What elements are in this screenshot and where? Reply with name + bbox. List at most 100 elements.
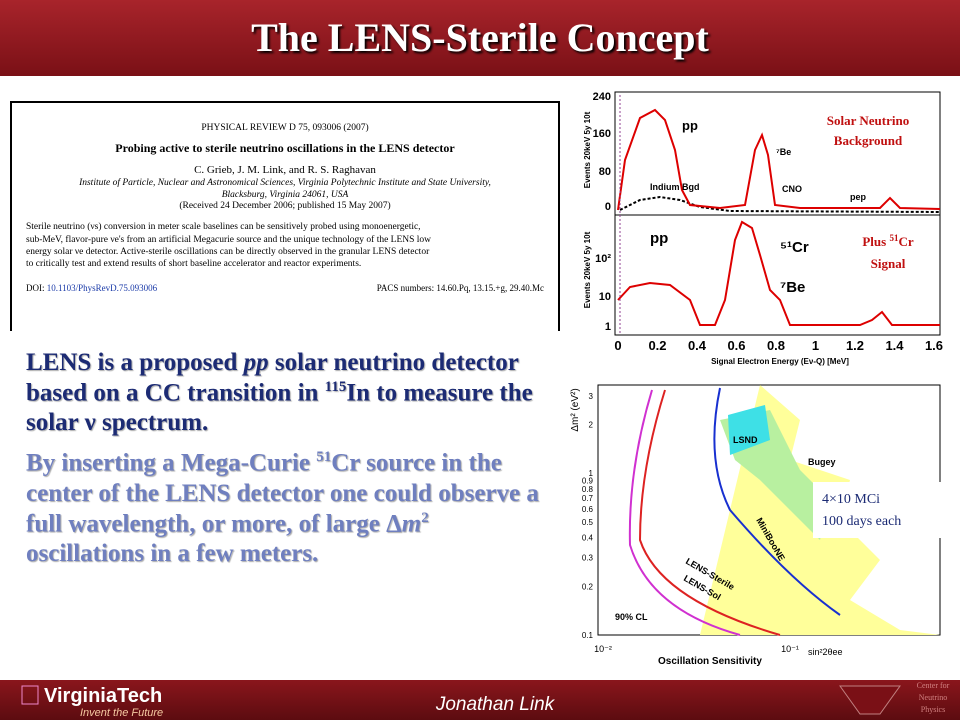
center-text: Physics <box>921 705 945 714</box>
logo-text: VirginiaTech <box>44 685 162 707</box>
lsnd-band <box>720 410 830 540</box>
y-tick-label: 0.5 <box>582 518 594 527</box>
body-text: LENS is a proposed pp solar neutrino det… <box>26 348 546 569</box>
y-tick-label: 240 <box>593 91 611 103</box>
region-label: LENS-Sterile <box>684 556 736 592</box>
received: (Received 24 December 2006; published 15… <box>179 201 391 212</box>
vt-logo <box>839 685 901 715</box>
text: oscillations in a few meters. <box>26 539 319 567</box>
abstract-line: energy solar νe detector. Active-sterile… <box>26 246 430 257</box>
peak-label: pp <box>650 230 668 247</box>
y-tick-label: 1 <box>605 321 611 333</box>
abstract-line: sub-MeV, flavor-pure νe's from an artifi… <box>26 234 432 245</box>
y-tick-label: 0.2 <box>582 582 594 591</box>
superscript: 51 <box>316 449 332 466</box>
annotation: Plus 51Cr <box>862 233 913 249</box>
peak-label: ⁵¹Cr <box>780 239 809 256</box>
y-tick-label: 0.6 <box>582 505 594 514</box>
x-tick-label: 1 <box>812 338 819 353</box>
title: The LENS-Sterile Concept <box>251 15 709 60</box>
journal: PHYSICAL REVIEW D 75, 093006 (2007) <box>201 123 369 133</box>
x-tick-label: 0.2 <box>648 338 666 353</box>
text: LENS is a proposed <box>26 349 244 376</box>
x-tick-label: 10⁻² <box>594 644 612 654</box>
y-tick-label: 1 <box>589 469 594 478</box>
lens-sterile-curve <box>638 389 781 636</box>
sensitivity-frame <box>597 384 941 636</box>
paper-excerpt: PHYSICAL REVIEW D 75, 093006 (2007) Prob… <box>10 101 560 331</box>
annotation: 4×10 MCi <box>822 492 880 507</box>
footer <box>0 680 960 720</box>
paragraph: LENS is a proposed pp solar neutrino det… <box>26 348 546 438</box>
y-tick-label: 2 <box>589 420 594 429</box>
header: The LENS-Sterile Concept <box>0 0 960 76</box>
x-tick-label: 10⁻¹ <box>781 644 799 654</box>
bgd-curve <box>619 195 941 213</box>
y-tick-label: 10 <box>599 291 611 303</box>
peak-label: pp <box>682 118 698 133</box>
affiliation: Institute of Particle, Nuclear and Astro… <box>79 177 491 188</box>
y-label: Δm² (eV²) <box>570 388 581 431</box>
superscript: 115 <box>324 379 347 395</box>
y-tick-label: 160 <box>593 128 611 140</box>
authors: C. Grieb, J. M. Link, and R. S. Raghavan <box>194 163 376 176</box>
region-label: LSND <box>733 435 758 445</box>
x-label: Signal Electron Energy (Eν-Q) [MeV] <box>711 357 849 366</box>
region-label: Bugey <box>808 457 836 467</box>
doi-row: DOI: 10.1103/PhysRevD.75.093006 PACS num… <box>26 283 544 294</box>
y-tick-label: 80 <box>599 166 611 178</box>
annotation-part: Cr <box>898 234 913 249</box>
x-tick-label: 0 <box>614 338 621 353</box>
y-tick-label: 10² <box>595 253 611 265</box>
upper-curve <box>617 108 941 211</box>
text: pp <box>243 349 269 376</box>
region-label: 90% CL <box>615 612 648 622</box>
paragraph: By inserting a Mega-Curie 51Cr source in… <box>26 448 546 569</box>
y-tick-label: 0.3 <box>582 554 594 563</box>
tagline: Invent the Future <box>80 707 163 719</box>
logo-shield <box>21 685 39 705</box>
peak-label: ⁷Be <box>776 147 791 157</box>
affiliation: Blacksburg, Virginia 24061, USA <box>221 189 349 200</box>
center-text: Neutrino <box>919 693 947 702</box>
text: solar neutrino detector based on a CC tr… <box>26 349 519 407</box>
x-tick-label: 1.2 <box>846 338 864 353</box>
x-tick-label: 0.4 <box>688 338 707 353</box>
text: In to measure the solar ν spectrum. <box>26 379 533 437</box>
annotation-part: Plus <box>862 234 889 249</box>
miniboone-curve <box>713 387 841 616</box>
spectrum-frame <box>614 91 941 336</box>
lens-sol-curve <box>628 389 741 636</box>
y-tick-label: 3 <box>589 392 594 401</box>
doi-label: DOI: <box>26 282 45 293</box>
y-tick-label: 0 <box>605 201 611 213</box>
footer-content: VirginiaTech Invent the Future Jonathan … <box>21 681 950 719</box>
y-label: Events 20keV 5y 10t <box>583 231 592 308</box>
y-tick-label: 0.4 <box>582 534 594 543</box>
note-box <box>813 482 943 538</box>
y-tick-label: 0.7 <box>582 494 594 503</box>
y-tick-label: 0.8 <box>582 485 594 494</box>
bugey-region <box>700 385 940 635</box>
abstract-line: to critically test and extend results of… <box>26 259 362 270</box>
abstract-line: Sterile neutrino (νs) conversion in mete… <box>26 222 421 233</box>
peak-label: CNO <box>782 184 802 194</box>
text: Cr source in the center of the LENS dete… <box>26 449 539 537</box>
annotation-part: 51 <box>889 233 899 243</box>
y-tick-label: 0.1 <box>582 631 594 640</box>
annotation: Background <box>834 133 903 148</box>
lsnd-region <box>728 405 770 455</box>
pacs: PACS numbers: 14.60.Pq, 13.15.+g, 29.40.… <box>376 282 544 293</box>
presenter: Jonathan Link <box>435 694 556 715</box>
x-tick-label: 0.6 <box>727 338 745 353</box>
superscript: 2 <box>421 509 429 526</box>
annotation: Signal <box>871 256 906 271</box>
x-label: Oscillation Sensitivity <box>658 656 762 667</box>
text: By inserting a Mega-Curie <box>26 449 317 477</box>
x-tick-label: 1.6 <box>925 338 943 353</box>
text: m <box>401 509 422 537</box>
doi-link[interactable]: 10.1103/PhysRevD.75.093006 <box>46 282 158 293</box>
peak-label: Indium Bgd <box>650 182 700 192</box>
peak-label: pep <box>850 192 867 202</box>
